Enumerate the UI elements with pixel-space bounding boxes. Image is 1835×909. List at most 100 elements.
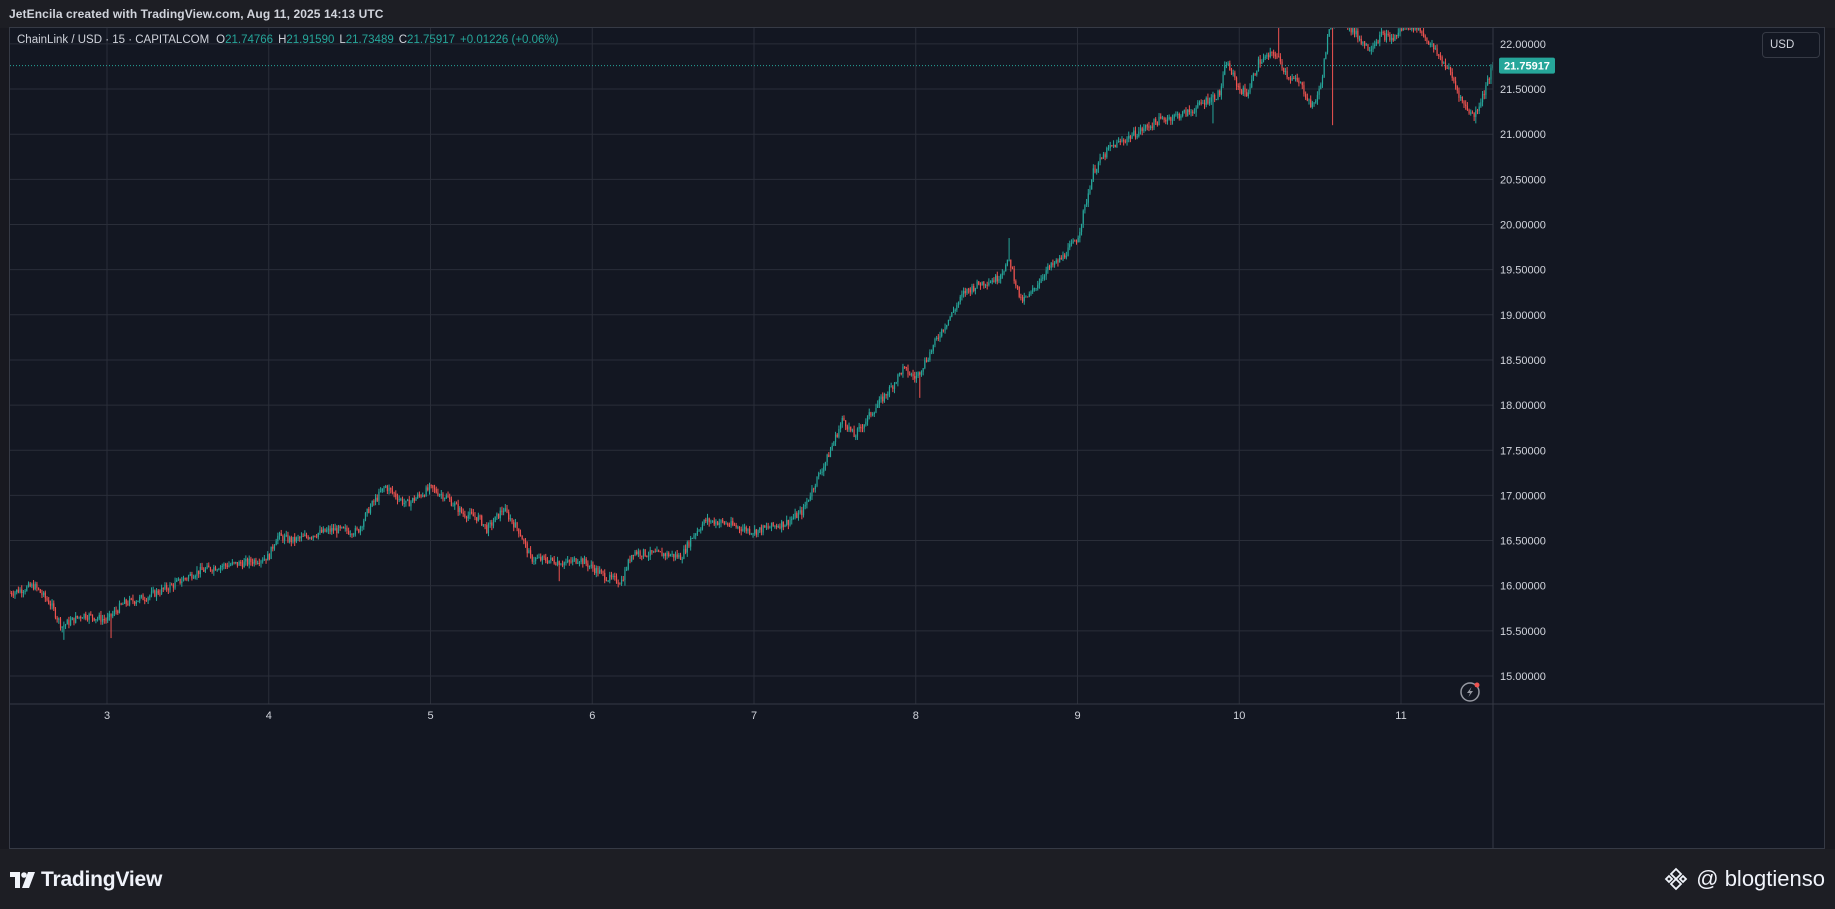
candle-body [604,572,606,580]
candle-body [176,579,178,582]
candle-body [218,569,220,571]
candle-body [1456,86,1458,91]
candle-body [83,613,85,618]
candle-body [356,528,358,530]
time-tick-label: 11 [1395,710,1406,722]
candle-body [369,506,372,513]
candle-body [647,555,650,557]
candle-body [302,536,304,538]
candle-body [292,536,294,543]
candle-body [187,575,190,579]
candle-body [526,543,528,554]
candle-body [386,486,388,492]
candle-body [846,426,848,430]
price-tick-label: 17.50000 [1500,445,1546,457]
candle-body [408,499,410,507]
candle-body [973,285,975,291]
candle-body [283,536,286,541]
candle-body [905,366,907,368]
candle-body [1249,87,1251,93]
candle-body [120,603,122,605]
candle-body [1212,95,1214,98]
candle-body [791,518,793,521]
candle-body [63,625,65,627]
candle-body [877,404,879,408]
candle-body [181,581,183,584]
symbol-name[interactable]: ChainLink / USD · 15 · CAPITALCOM [17,34,210,46]
candle-body [1153,119,1155,128]
candle-body [1062,254,1064,260]
candle-body [1289,78,1292,80]
candle-body [442,494,444,500]
candle-body [1465,104,1467,106]
currency-button[interactable]: USD [1762,32,1820,58]
candle-body [361,526,363,528]
candle-body [216,569,218,571]
candle-body [1254,73,1256,75]
candle-body [438,494,441,496]
candle-body [1323,59,1325,77]
candle-body [159,593,161,595]
candle-body [787,520,789,525]
candle-body [1155,119,1157,123]
candle-body [1112,144,1115,146]
candle-body [993,280,995,283]
candle-body [162,587,164,589]
time-axis[interactable]: 3 4 5 6 7 8 9 10 11 [104,710,1407,722]
candle-body [1271,51,1273,53]
candle-body [1357,30,1359,39]
candle-body [826,454,828,463]
candle-body [651,550,653,553]
candle-body [324,528,326,532]
candle-body [430,484,432,486]
candle-body [528,550,530,554]
candle-body [403,502,405,504]
candle-body [930,350,933,353]
candle-body [1330,28,1332,30]
candle-body [942,329,944,331]
candle-body [460,507,463,513]
chart-pane[interactable]: 15.00000 15.50000 16.00000 16.50000 17.00000… [9,27,1825,849]
candle-body [405,500,407,503]
candle-body [117,611,119,613]
candle-body [688,542,690,547]
candle-body [91,614,94,618]
candle-body [304,534,306,537]
candle-body [105,619,107,621]
candle-body [954,309,956,312]
candle-body [1225,65,1228,67]
candle-body [1448,67,1450,69]
candle-body [118,603,121,613]
candle-body [366,508,368,514]
candle-body [700,529,702,531]
candle-body [1463,101,1465,105]
candle-body [937,337,939,339]
candle-body [1252,73,1255,80]
time-tick-label: 7 [751,710,757,722]
candle-body [1166,119,1169,122]
candle-body [258,563,260,565]
candle-body [757,529,759,535]
candle-body [1032,288,1034,292]
candle-body [656,550,658,552]
candle-body [299,537,301,539]
candlestick-chart[interactable]: 15.00000 15.50000 16.00000 16.50000 17.00000… [10,28,1825,849]
candle-body [1025,296,1027,298]
candles [10,28,1494,640]
candle-body [374,497,377,503]
candle-body [706,518,709,522]
candle-body [1023,296,1025,302]
candle-body [61,626,63,628]
candle-body [400,498,402,500]
candle-body [1205,97,1207,105]
price-axis[interactable]: 15.00000 15.50000 16.00000 16.50000 17.00000… [1500,28,1546,683]
candle-body [1488,78,1490,80]
candle-body [396,497,399,501]
candle-body [32,584,35,590]
candle-body [1468,109,1470,114]
candle-body [1192,111,1194,113]
candle-body [1065,256,1067,258]
candle-body [70,620,72,626]
lightning-alert-icon[interactable] [1460,682,1480,702]
candle-body [936,337,938,339]
